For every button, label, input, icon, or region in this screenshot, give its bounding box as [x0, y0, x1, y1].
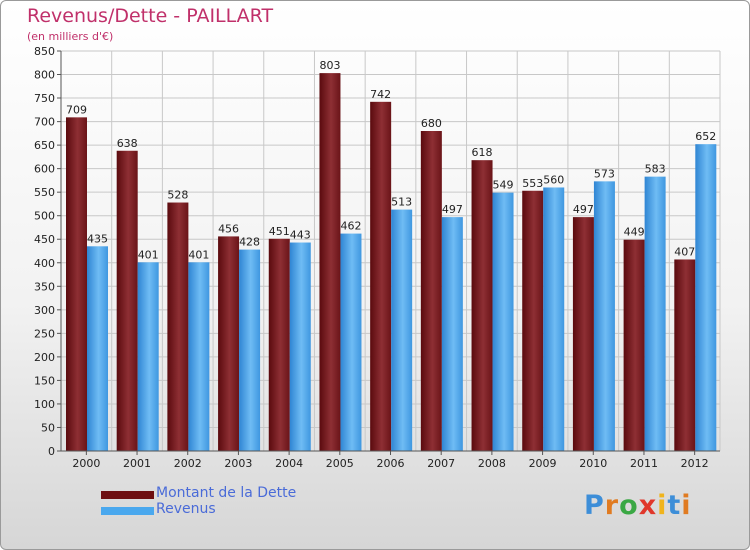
y-tick-label: 400	[34, 257, 55, 270]
data-label: 451	[269, 225, 290, 238]
y-tick-label: 750	[34, 92, 55, 105]
x-tick-label: 2001	[123, 457, 151, 470]
bar-debt	[167, 202, 189, 451]
data-label: 401	[138, 248, 159, 261]
data-label: 513	[391, 196, 412, 209]
data-label: 583	[645, 163, 666, 176]
data-label: 549	[493, 179, 514, 192]
data-label: 709	[66, 103, 87, 116]
x-tick-label: 2008	[478, 457, 506, 470]
y-tick-label: 850	[34, 45, 55, 58]
y-tick-label: 200	[34, 351, 55, 364]
bar-revenus	[391, 209, 413, 451]
data-label: 638	[117, 137, 138, 150]
x-tick-label: 2011	[630, 457, 658, 470]
x-tick-label: 2010	[579, 457, 607, 470]
bar-debt	[66, 117, 87, 452]
data-label: 428	[239, 236, 260, 249]
bar-revenus	[289, 242, 311, 451]
x-tick-label: 2007	[427, 457, 455, 470]
bar-debt	[420, 131, 442, 451]
x-tick-label: 2002	[174, 457, 202, 470]
data-label: 443	[290, 229, 311, 242]
data-label: 449	[624, 226, 645, 239]
data-label: 652	[695, 130, 716, 143]
y-tick-label: 0	[48, 445, 55, 458]
data-label: 573	[594, 167, 615, 180]
x-tick-label: 2006	[377, 457, 405, 470]
data-label: 401	[188, 248, 209, 261]
data-label: 456	[218, 222, 239, 235]
bar-revenus	[188, 262, 210, 451]
y-tick-label: 300	[34, 304, 55, 317]
proxiti-logo: Proxiti	[584, 490, 692, 521]
y-tick-label: 250	[34, 327, 55, 340]
chart-subtitle: (en milliers d'€)	[27, 30, 114, 43]
legend-label-debt: Montant de la Dette	[156, 485, 297, 501]
y-tick-label: 600	[34, 163, 55, 176]
legend-swatch-revenus	[101, 507, 154, 515]
chart-title: Revenus/Dette - PAILLART	[27, 5, 274, 27]
data-label: 618	[472, 146, 493, 159]
data-label: 407	[674, 245, 695, 258]
x-tick-label: 2009	[529, 457, 557, 470]
bar-debt	[319, 73, 341, 451]
y-tick-label: 550	[34, 186, 55, 199]
data-label: 528	[167, 189, 188, 202]
data-label: 803	[319, 59, 340, 72]
bar-debt	[471, 160, 493, 452]
bar-debt	[674, 259, 696, 451]
bar-revenus	[695, 144, 717, 452]
data-label: 462	[340, 220, 361, 233]
bar-debt	[268, 238, 290, 451]
x-tick-label: 2005	[326, 457, 354, 470]
data-label: 497	[442, 203, 463, 216]
data-label: 435	[87, 232, 108, 245]
x-tick-label: 2004	[275, 457, 303, 470]
y-tick-label: 100	[34, 398, 55, 411]
x-tick-label: 2000	[72, 457, 100, 470]
bar-debt	[572, 217, 594, 451]
x-tick-label: 2003	[224, 457, 252, 470]
bar-debt	[116, 150, 138, 451]
legend-label-revenus: Revenus	[156, 501, 216, 517]
bar-debt	[623, 239, 645, 451]
y-tick-label: 50	[41, 421, 55, 434]
data-label: 680	[421, 117, 442, 130]
data-label: 497	[573, 203, 594, 216]
data-label: 553	[522, 177, 543, 190]
bar-revenus	[543, 187, 565, 451]
legend-swatch-debt	[101, 491, 154, 499]
bar-revenus	[239, 249, 261, 451]
bar-revenus	[137, 262, 159, 451]
bar-debt	[370, 101, 392, 451]
y-tick-label: 500	[34, 210, 55, 223]
bar-revenus	[441, 217, 463, 451]
y-tick-label: 650	[34, 139, 55, 152]
bar-debt	[218, 236, 240, 451]
bar-revenus	[593, 181, 615, 451]
bar-revenus	[340, 233, 362, 451]
x-tick-label: 2012	[681, 457, 709, 470]
data-label: 560	[543, 173, 564, 186]
y-tick-label: 450	[34, 233, 55, 246]
bar-revenus	[492, 192, 514, 451]
bar-revenus	[644, 176, 666, 451]
bar-revenus	[87, 246, 108, 451]
y-tick-label: 800	[34, 69, 55, 82]
axes: 0 50 100 150 200 250 300 350 400 450 500 550 600 650 7…	[34, 45, 720, 470]
y-tick-label: 150	[34, 374, 55, 387]
y-tick-label: 350	[34, 280, 55, 293]
y-tick-label: 700	[34, 116, 55, 129]
data-label: 742	[370, 88, 391, 101]
bar-debt	[522, 190, 544, 451]
